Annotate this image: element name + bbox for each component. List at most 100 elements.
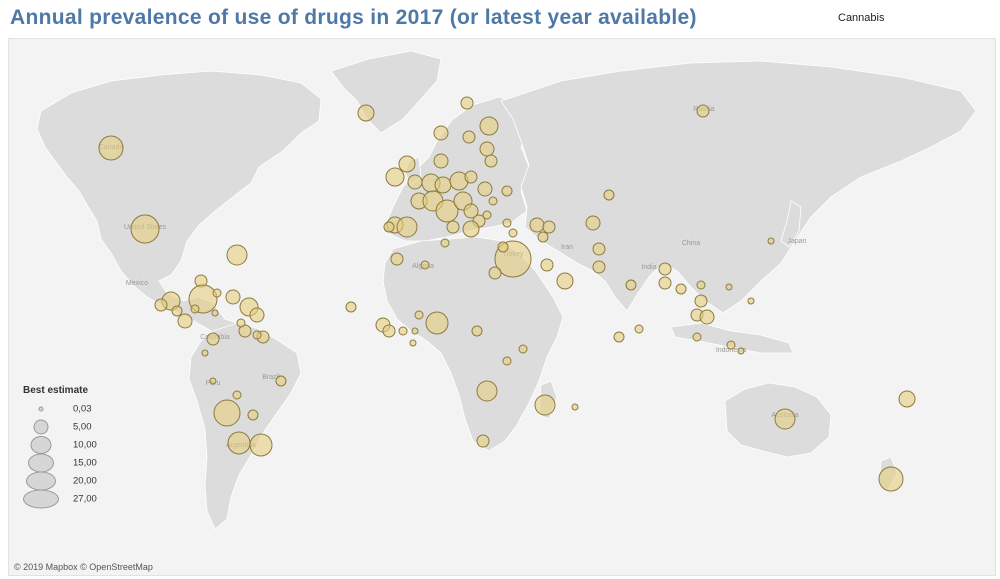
country-bubble-marker[interactable] bbox=[696, 104, 710, 118]
country-bubble-marker[interactable] bbox=[634, 324, 644, 334]
country-bubble-marker[interactable] bbox=[435, 199, 459, 223]
country-bubble-marker[interactable] bbox=[425, 311, 449, 335]
country-bubble-marker[interactable] bbox=[501, 185, 513, 197]
japan-shape bbox=[780, 200, 802, 248]
country-bubble-marker[interactable] bbox=[206, 332, 220, 346]
country-bubble-marker[interactable] bbox=[725, 283, 733, 291]
country-bubble-marker[interactable] bbox=[252, 330, 262, 340]
country-bubble-marker[interactable] bbox=[407, 174, 423, 190]
country-bubble-marker[interactable] bbox=[462, 130, 476, 144]
country-bubble-marker[interactable] bbox=[446, 220, 460, 234]
country-bubble-marker[interactable] bbox=[625, 279, 637, 291]
country-bubble-marker[interactable] bbox=[385, 167, 405, 187]
country-bubble-marker[interactable] bbox=[433, 125, 449, 141]
country-bubble-marker[interactable] bbox=[692, 332, 702, 342]
country-bubble-marker[interactable] bbox=[130, 214, 160, 244]
country-bubble-marker[interactable] bbox=[411, 327, 419, 335]
country-bubble-marker[interactable] bbox=[694, 294, 708, 308]
country-bubble-marker[interactable] bbox=[460, 96, 474, 110]
country-bubble-marker[interactable] bbox=[774, 408, 796, 430]
country-bubble-marker[interactable] bbox=[603, 189, 615, 201]
country-bubble-marker[interactable] bbox=[247, 409, 259, 421]
country-bubble-marker[interactable] bbox=[409, 339, 417, 347]
country-bubble-marker[interactable] bbox=[463, 203, 479, 219]
country-bubble-marker[interactable] bbox=[462, 220, 480, 238]
country-bubble-marker[interactable] bbox=[440, 238, 450, 248]
country-bubble-marker[interactable] bbox=[177, 313, 193, 329]
country-bubble-marker[interactable] bbox=[497, 241, 509, 253]
country-bubble-marker[interactable] bbox=[484, 154, 498, 168]
legend-value: 20,00 bbox=[73, 475, 97, 487]
country-bubble-marker[interactable] bbox=[275, 375, 287, 387]
country-bubble-marker[interactable] bbox=[592, 242, 606, 256]
country-bubble-marker[interactable] bbox=[357, 104, 375, 122]
country-bubble-marker[interactable] bbox=[190, 304, 200, 314]
country-bubble-marker[interactable] bbox=[398, 155, 416, 173]
country-bubble-marker[interactable] bbox=[249, 433, 273, 457]
country-bubble-marker[interactable] bbox=[382, 324, 396, 338]
country-bubble-marker[interactable] bbox=[477, 181, 493, 197]
country-bubble-marker[interactable] bbox=[226, 244, 248, 266]
country-bubble-marker[interactable] bbox=[227, 431, 251, 455]
country-bubble-marker[interactable] bbox=[390, 252, 404, 266]
country-bubble-marker[interactable] bbox=[211, 309, 219, 317]
country-bubble-marker[interactable] bbox=[249, 307, 265, 323]
country-bubble-marker[interactable] bbox=[434, 176, 452, 194]
country-bubble-marker[interactable] bbox=[383, 221, 395, 233]
country-bubble-marker[interactable] bbox=[154, 298, 168, 312]
country-bubble-marker[interactable] bbox=[675, 283, 687, 295]
country-bubble-marker[interactable] bbox=[232, 390, 242, 400]
world-map[interactable]: CanadaUnited StatesMexicoColombiaPeruBra… bbox=[8, 38, 996, 576]
map-canvas[interactable]: CanadaUnited StatesMexicoColombiaPeruBra… bbox=[9, 39, 995, 575]
country-bubble-marker[interactable] bbox=[658, 276, 672, 290]
country-bubble-marker[interactable] bbox=[479, 141, 495, 157]
country-bubble-marker[interactable] bbox=[542, 220, 556, 234]
country-bubble-marker[interactable] bbox=[898, 390, 916, 408]
drug-filter-label[interactable]: Cannabis bbox=[838, 12, 885, 24]
country-bubble-marker[interactable] bbox=[613, 331, 625, 343]
country-bubble-marker[interactable] bbox=[464, 170, 478, 184]
country-bubble-marker[interactable] bbox=[696, 280, 706, 290]
country-bubble-marker[interactable] bbox=[737, 347, 745, 355]
country-bubble-marker[interactable] bbox=[471, 325, 483, 337]
country-bubble-marker[interactable] bbox=[508, 228, 518, 238]
country-bubble-marker[interactable] bbox=[502, 356, 512, 366]
country-bubble-marker[interactable] bbox=[747, 297, 755, 305]
country-bubble-marker[interactable] bbox=[540, 258, 554, 272]
legend-size-symbol bbox=[28, 453, 54, 473]
country-bubble-marker[interactable] bbox=[225, 289, 241, 305]
country-bubble-marker[interactable] bbox=[212, 288, 222, 298]
country-bubble-marker[interactable] bbox=[98, 135, 124, 161]
country-bubble-marker[interactable] bbox=[476, 434, 490, 448]
country-bubble-marker[interactable] bbox=[699, 309, 715, 325]
country-bubble-marker[interactable] bbox=[213, 399, 241, 427]
country-bubble-marker[interactable] bbox=[488, 196, 498, 206]
country-bubble-marker[interactable] bbox=[398, 326, 408, 336]
country-bubble-marker[interactable] bbox=[585, 215, 601, 231]
country-bubble-marker[interactable] bbox=[396, 216, 418, 238]
country-bubble-marker[interactable] bbox=[767, 237, 775, 245]
country-bubble-marker[interactable] bbox=[488, 266, 502, 280]
country-bubble-marker[interactable] bbox=[236, 318, 246, 328]
country-bubble-marker[interactable] bbox=[878, 466, 904, 492]
country-bubble-marker[interactable] bbox=[534, 394, 556, 416]
country-bubble-marker[interactable] bbox=[476, 380, 498, 402]
country-bubble-marker[interactable] bbox=[479, 116, 499, 136]
country-bubble-marker[interactable] bbox=[502, 218, 512, 228]
country-bubble-marker[interactable] bbox=[414, 310, 424, 320]
country-bubble-marker[interactable] bbox=[537, 231, 549, 243]
country-bubble-marker[interactable] bbox=[201, 349, 209, 357]
country-bubble-marker[interactable] bbox=[420, 260, 430, 270]
country-bubble-marker[interactable] bbox=[556, 272, 574, 290]
country-bubble-marker[interactable] bbox=[482, 210, 492, 220]
country-bubble-marker[interactable] bbox=[209, 377, 217, 385]
country-bubble-marker[interactable] bbox=[171, 305, 183, 317]
country-bubble-marker[interactable] bbox=[726, 340, 736, 350]
country-bubble-marker[interactable] bbox=[529, 217, 545, 233]
country-bubble-marker[interactable] bbox=[592, 260, 606, 274]
country-bubble-marker[interactable] bbox=[658, 262, 672, 276]
country-bubble-marker[interactable] bbox=[433, 153, 449, 169]
country-bubble-marker[interactable] bbox=[571, 403, 579, 411]
country-bubble-marker[interactable] bbox=[518, 344, 528, 354]
country-bubble-marker[interactable] bbox=[345, 301, 357, 313]
